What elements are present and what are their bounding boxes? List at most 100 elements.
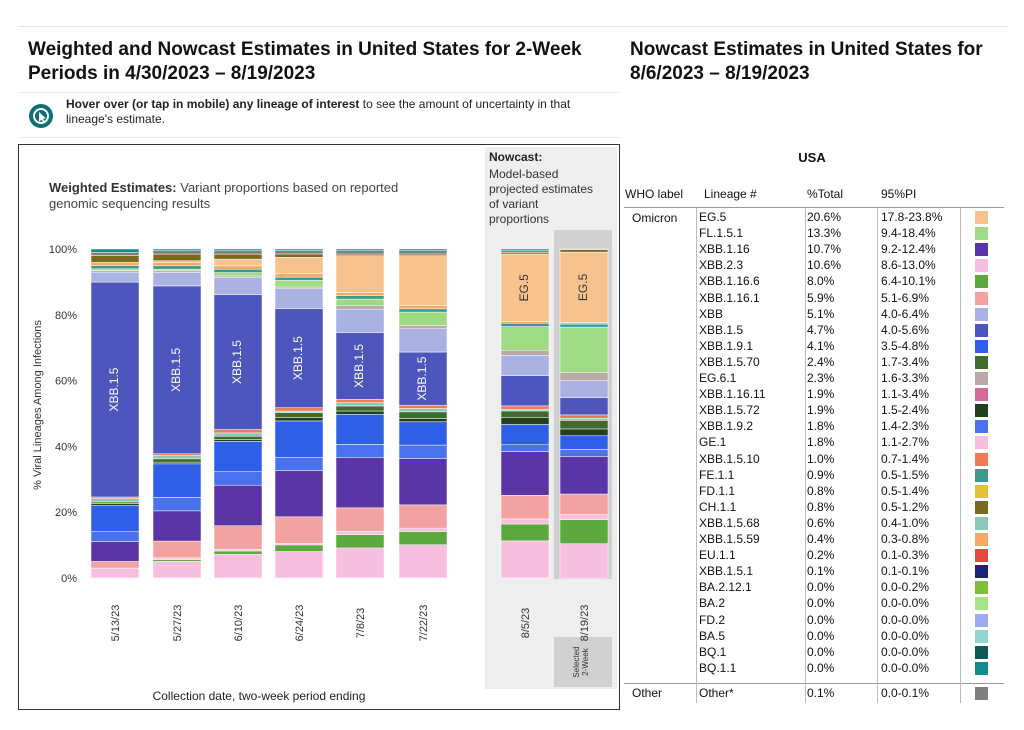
bar-segment[interactable]: [559, 397, 609, 416]
bar-segment[interactable]: [500, 405, 550, 410]
bar-segment[interactable]: [335, 414, 385, 445]
bar-segment[interactable]: [213, 436, 263, 440]
table-row[interactable]: XBB.1.16 10.7% 9.2-12.4%: [696, 242, 1006, 257]
bar-segment[interactable]: [274, 253, 324, 258]
bar-segment[interactable]: [398, 504, 448, 529]
bar-segment[interactable]: [398, 325, 448, 330]
bar-segment[interactable]: [500, 523, 550, 542]
table-row[interactable]: BA.2 0.0% 0.0-0.0%: [696, 596, 1006, 611]
bar-segment[interactable]: [213, 268, 263, 273]
bar-segment[interactable]: [500, 253, 550, 322]
bar-segment[interactable]: [90, 498, 140, 503]
bar-segment[interactable]: [213, 253, 263, 260]
bar-segment[interactable]: [398, 421, 448, 446]
bar-segment[interactable]: [500, 410, 550, 418]
bar-segment[interactable]: [213, 554, 263, 579]
table-row[interactable]: XBB 5.1% 4.0-6.4%: [696, 307, 1006, 322]
table-row[interactable]: XBB.1.9.1 4.1% 3.5-4.8%: [696, 339, 1006, 354]
bar-segment[interactable]: [90, 531, 140, 542]
bar-segment[interactable]: [152, 510, 202, 542]
bar-segment[interactable]: [152, 248, 202, 251]
bar-segment[interactable]: [398, 408, 448, 413]
bar-segment[interactable]: [274, 407, 324, 412]
bar-segment[interactable]: [335, 547, 385, 579]
bar-segment[interactable]: [213, 275, 263, 278]
bar-segment[interactable]: [500, 409, 550, 412]
table-row[interactable]: XBB.1.16.1 5.9% 5.1-6.9%: [696, 291, 1006, 306]
bar-segment[interactable]: [559, 418, 609, 421]
bar-segment[interactable]: [213, 471, 263, 486]
bar-segment[interactable]: [90, 248, 140, 253]
table-row[interactable]: FD.1.1 0.8% 0.5-1.4%: [696, 484, 1006, 499]
bar-segment[interactable]: [398, 531, 448, 546]
bar-segment[interactable]: [335, 507, 385, 532]
bar-segment[interactable]: [90, 541, 140, 562]
bar-segment[interactable]: [152, 250, 202, 255]
table-row[interactable]: XBB.1.16.6 8.0% 6.4-10.1%: [696, 274, 1006, 289]
table-row[interactable]: FE.1.1 0.9% 0.5-1.5%: [696, 468, 1006, 483]
bar-segment[interactable]: [90, 252, 140, 256]
bar-segment[interactable]: [398, 444, 448, 459]
bar-segment[interactable]: [398, 418, 448, 423]
selected-period-label-box[interactable]: [554, 637, 612, 687]
bar-segment[interactable]: [500, 250, 550, 253]
bar-segment[interactable]: [213, 265, 263, 270]
table-row[interactable]: XBB.1.5.72 1.9% 1.5-2.4%: [696, 403, 1006, 418]
table-row[interactable]: XBB.1.5.68 0.6% 0.4-1.0%: [696, 516, 1006, 531]
table-row[interactable]: XBB.1.16.11 1.9% 1.1-3.4%: [696, 387, 1006, 402]
bar-segment[interactable]: [213, 272, 263, 277]
bar-segment[interactable]: [213, 549, 263, 552]
bar-segment[interactable]: [213, 277, 263, 295]
table-row[interactable]: BA.2.12.1 0.0% 0.0-0.2%: [696, 580, 1006, 595]
bar-segment[interactable]: [335, 402, 385, 407]
bar-segment[interactable]: [152, 458, 202, 463]
bar-segment[interactable]: [152, 260, 202, 263]
bar-segment[interactable]: [500, 451, 550, 496]
bar-segment[interactable]: [335, 410, 385, 415]
bar-segment[interactable]: [500, 322, 550, 327]
table-row[interactable]: GE.1 1.8% 1.1-2.7%: [696, 435, 1006, 450]
bar-segment[interactable]: [213, 484, 263, 526]
bar-segment[interactable]: [559, 323, 609, 328]
bar-segment[interactable]: [398, 305, 448, 310]
bar-segment[interactable]: [398, 311, 448, 326]
bar-segment[interactable]: [500, 540, 550, 579]
bar-segment[interactable]: [213, 258, 263, 267]
bar-segment[interactable]: [213, 248, 263, 251]
bar-segment[interactable]: [152, 262, 202, 267]
bar-segment[interactable]: [559, 380, 609, 398]
bar-segment[interactable]: [335, 253, 385, 256]
bar-segment[interactable]: [500, 444, 550, 452]
bar-segment[interactable]: [559, 519, 609, 544]
bar-segment[interactable]: [398, 308, 448, 313]
bar-segment[interactable]: [500, 518, 550, 525]
bar-segment[interactable]: [274, 288, 324, 309]
bar-segment[interactable]: [90, 281, 140, 498]
bar-segment[interactable]: [559, 435, 609, 450]
bar-segment[interactable]: [335, 308, 385, 333]
bar-segment[interactable]: [335, 405, 385, 412]
bar-segment[interactable]: [213, 441, 263, 472]
bar-segment[interactable]: [274, 280, 324, 288]
table-row[interactable]: FL.1.5.1 13.3% 9.4-18.4%: [696, 226, 1006, 241]
bar-segment[interactable]: [274, 544, 324, 552]
bar-segment[interactable]: [90, 567, 140, 579]
table-row[interactable]: XBB.1.5 4.7% 4.0-5.6%: [696, 323, 1006, 338]
bar-segment[interactable]: [274, 276, 324, 281]
table-row[interactable]: XBB.2.3 10.6% 8.6-13.0%: [696, 258, 1006, 273]
bar-segment[interactable]: [152, 559, 202, 562]
bar-segment[interactable]: [213, 429, 263, 434]
bar-segment[interactable]: [335, 255, 385, 293]
bar-segment[interactable]: [152, 540, 202, 559]
bar-segment[interactable]: [559, 428, 609, 437]
table-row[interactable]: EG.6.1 2.3% 1.6-3.3%: [696, 371, 1006, 386]
bar-segment[interactable]: [213, 525, 263, 550]
bar-segment[interactable]: [398, 255, 448, 306]
bar-segment[interactable]: [152, 270, 202, 273]
table-row[interactable]: XBB.1.5.10 1.0% 0.7-1.4%: [696, 452, 1006, 467]
bar-segment[interactable]: [559, 414, 609, 419]
bar-segment[interactable]: [90, 255, 140, 263]
table-row[interactable]: FD.2 0.0% 0.0-0.0%: [696, 613, 1006, 628]
bar-segment[interactable]: [152, 557, 202, 560]
bar-segment[interactable]: [398, 458, 448, 506]
